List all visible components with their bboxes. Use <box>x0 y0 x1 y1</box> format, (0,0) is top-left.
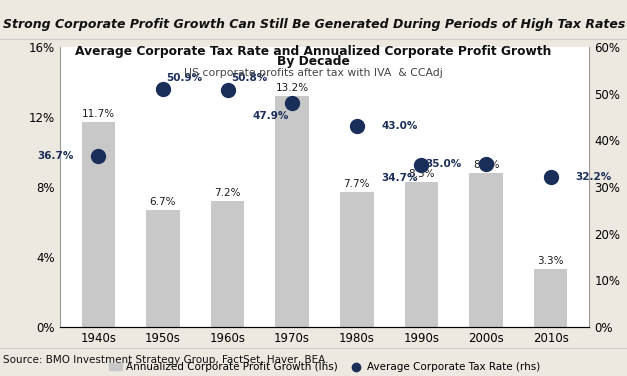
Point <box>481 161 491 167</box>
Text: 11.7%: 11.7% <box>82 109 115 119</box>
Text: 47.9%: 47.9% <box>253 111 289 121</box>
Text: 8.8%: 8.8% <box>473 160 499 170</box>
Text: 6.7%: 6.7% <box>150 197 176 207</box>
Text: Average Corporate Tax Rate and Annualized Corporate Profit Growth: Average Corporate Tax Rate and Annualize… <box>75 45 552 58</box>
Text: 3.3%: 3.3% <box>537 256 564 266</box>
Text: 36.7%: 36.7% <box>38 151 74 161</box>
Text: 8.3%: 8.3% <box>408 169 435 179</box>
Text: 50.9%: 50.9% <box>166 73 203 83</box>
Title: Average Corporate Tax Rate and Annualized Corporate Profit Growth
By Decade
US c: Average Corporate Tax Rate and Annualize… <box>0 375 1 376</box>
Text: US corporate profits after tax with IVA  & CCAdj: US corporate profits after tax with IVA … <box>184 68 443 78</box>
Text: By Decade: By Decade <box>277 55 350 68</box>
Point <box>223 87 233 93</box>
Bar <box>340 192 374 327</box>
Text: 35.0%: 35.0% <box>425 159 461 169</box>
Text: 32.2%: 32.2% <box>575 172 611 182</box>
Bar <box>534 269 567 327</box>
Bar <box>146 210 180 327</box>
Bar <box>469 173 503 327</box>
Point <box>416 162 426 168</box>
Text: Strong Corporate Profit Growth Can Still Be Generated During Periods of High Tax: Strong Corporate Profit Growth Can Still… <box>3 18 626 31</box>
Point <box>287 100 297 106</box>
Text: 34.7%: 34.7% <box>382 173 418 183</box>
Bar <box>404 182 438 327</box>
Text: 13.2%: 13.2% <box>276 83 308 93</box>
Bar <box>275 96 309 327</box>
Bar <box>82 122 115 327</box>
Point <box>545 174 556 180</box>
Text: Source: BMO Investment Strategy Group, FactSet, Haver, BEA.: Source: BMO Investment Strategy Group, F… <box>3 355 329 365</box>
Text: 7.7%: 7.7% <box>344 179 370 189</box>
Point <box>352 123 362 129</box>
Text: 7.2%: 7.2% <box>214 188 241 198</box>
Text: 50.8%: 50.8% <box>231 73 267 83</box>
Point <box>158 86 168 92</box>
Legend: Annualized Corporate Profit Growth (lhs), Average Corporate Tax Rate (rhs): Annualized Corporate Profit Growth (lhs)… <box>105 358 544 376</box>
Text: 43.0%: 43.0% <box>381 121 418 131</box>
Point <box>93 153 103 159</box>
Bar <box>211 201 245 327</box>
